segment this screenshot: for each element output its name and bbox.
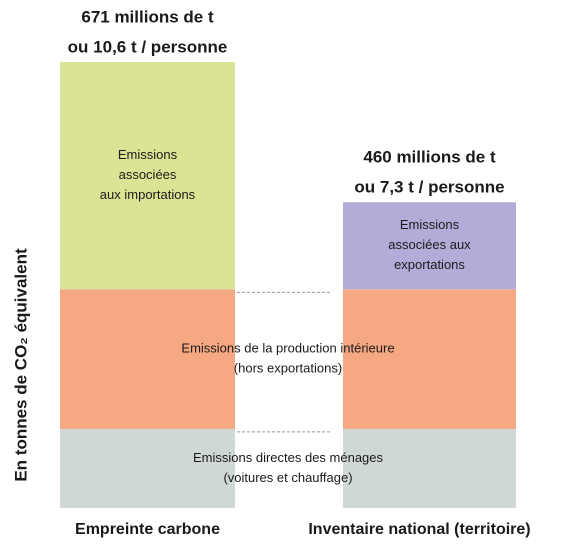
- segment-label: (hors exportations): [234, 361, 342, 376]
- bar-segment: [60, 62, 235, 290]
- total-label: 460 millions de t: [363, 148, 496, 167]
- x-tick-label: Inventaire national (territoire): [308, 521, 530, 538]
- bar-segment: [343, 428, 516, 508]
- segment-label: exportations: [394, 257, 465, 272]
- segment-label: associées: [119, 167, 177, 182]
- segment-label: aux importations: [100, 187, 196, 202]
- total-label: ou 10,6 t / personne: [68, 37, 228, 56]
- segment-label: Emissions directes des ménages: [193, 450, 384, 465]
- segment-label: Emissions de la production intérieure: [181, 341, 394, 356]
- bar-segment: [343, 202, 516, 290]
- total-label: 671 millions de t: [81, 7, 214, 26]
- bar-segment: [60, 289, 235, 429]
- bar-segment: [60, 428, 235, 508]
- total-label: ou 7,3 t / personne: [354, 178, 504, 197]
- segment-label: Emissions: [118, 147, 178, 162]
- segment-label: Emissions: [400, 217, 460, 232]
- segment-label: (voitures et chauffage): [223, 470, 352, 485]
- y-axis-label: En tonnes de CO₂ équivalent: [11, 248, 30, 482]
- bar-segment: [343, 289, 516, 429]
- segment-label: associées aux: [388, 237, 471, 252]
- x-tick-label: Empreinte carbone: [75, 521, 220, 538]
